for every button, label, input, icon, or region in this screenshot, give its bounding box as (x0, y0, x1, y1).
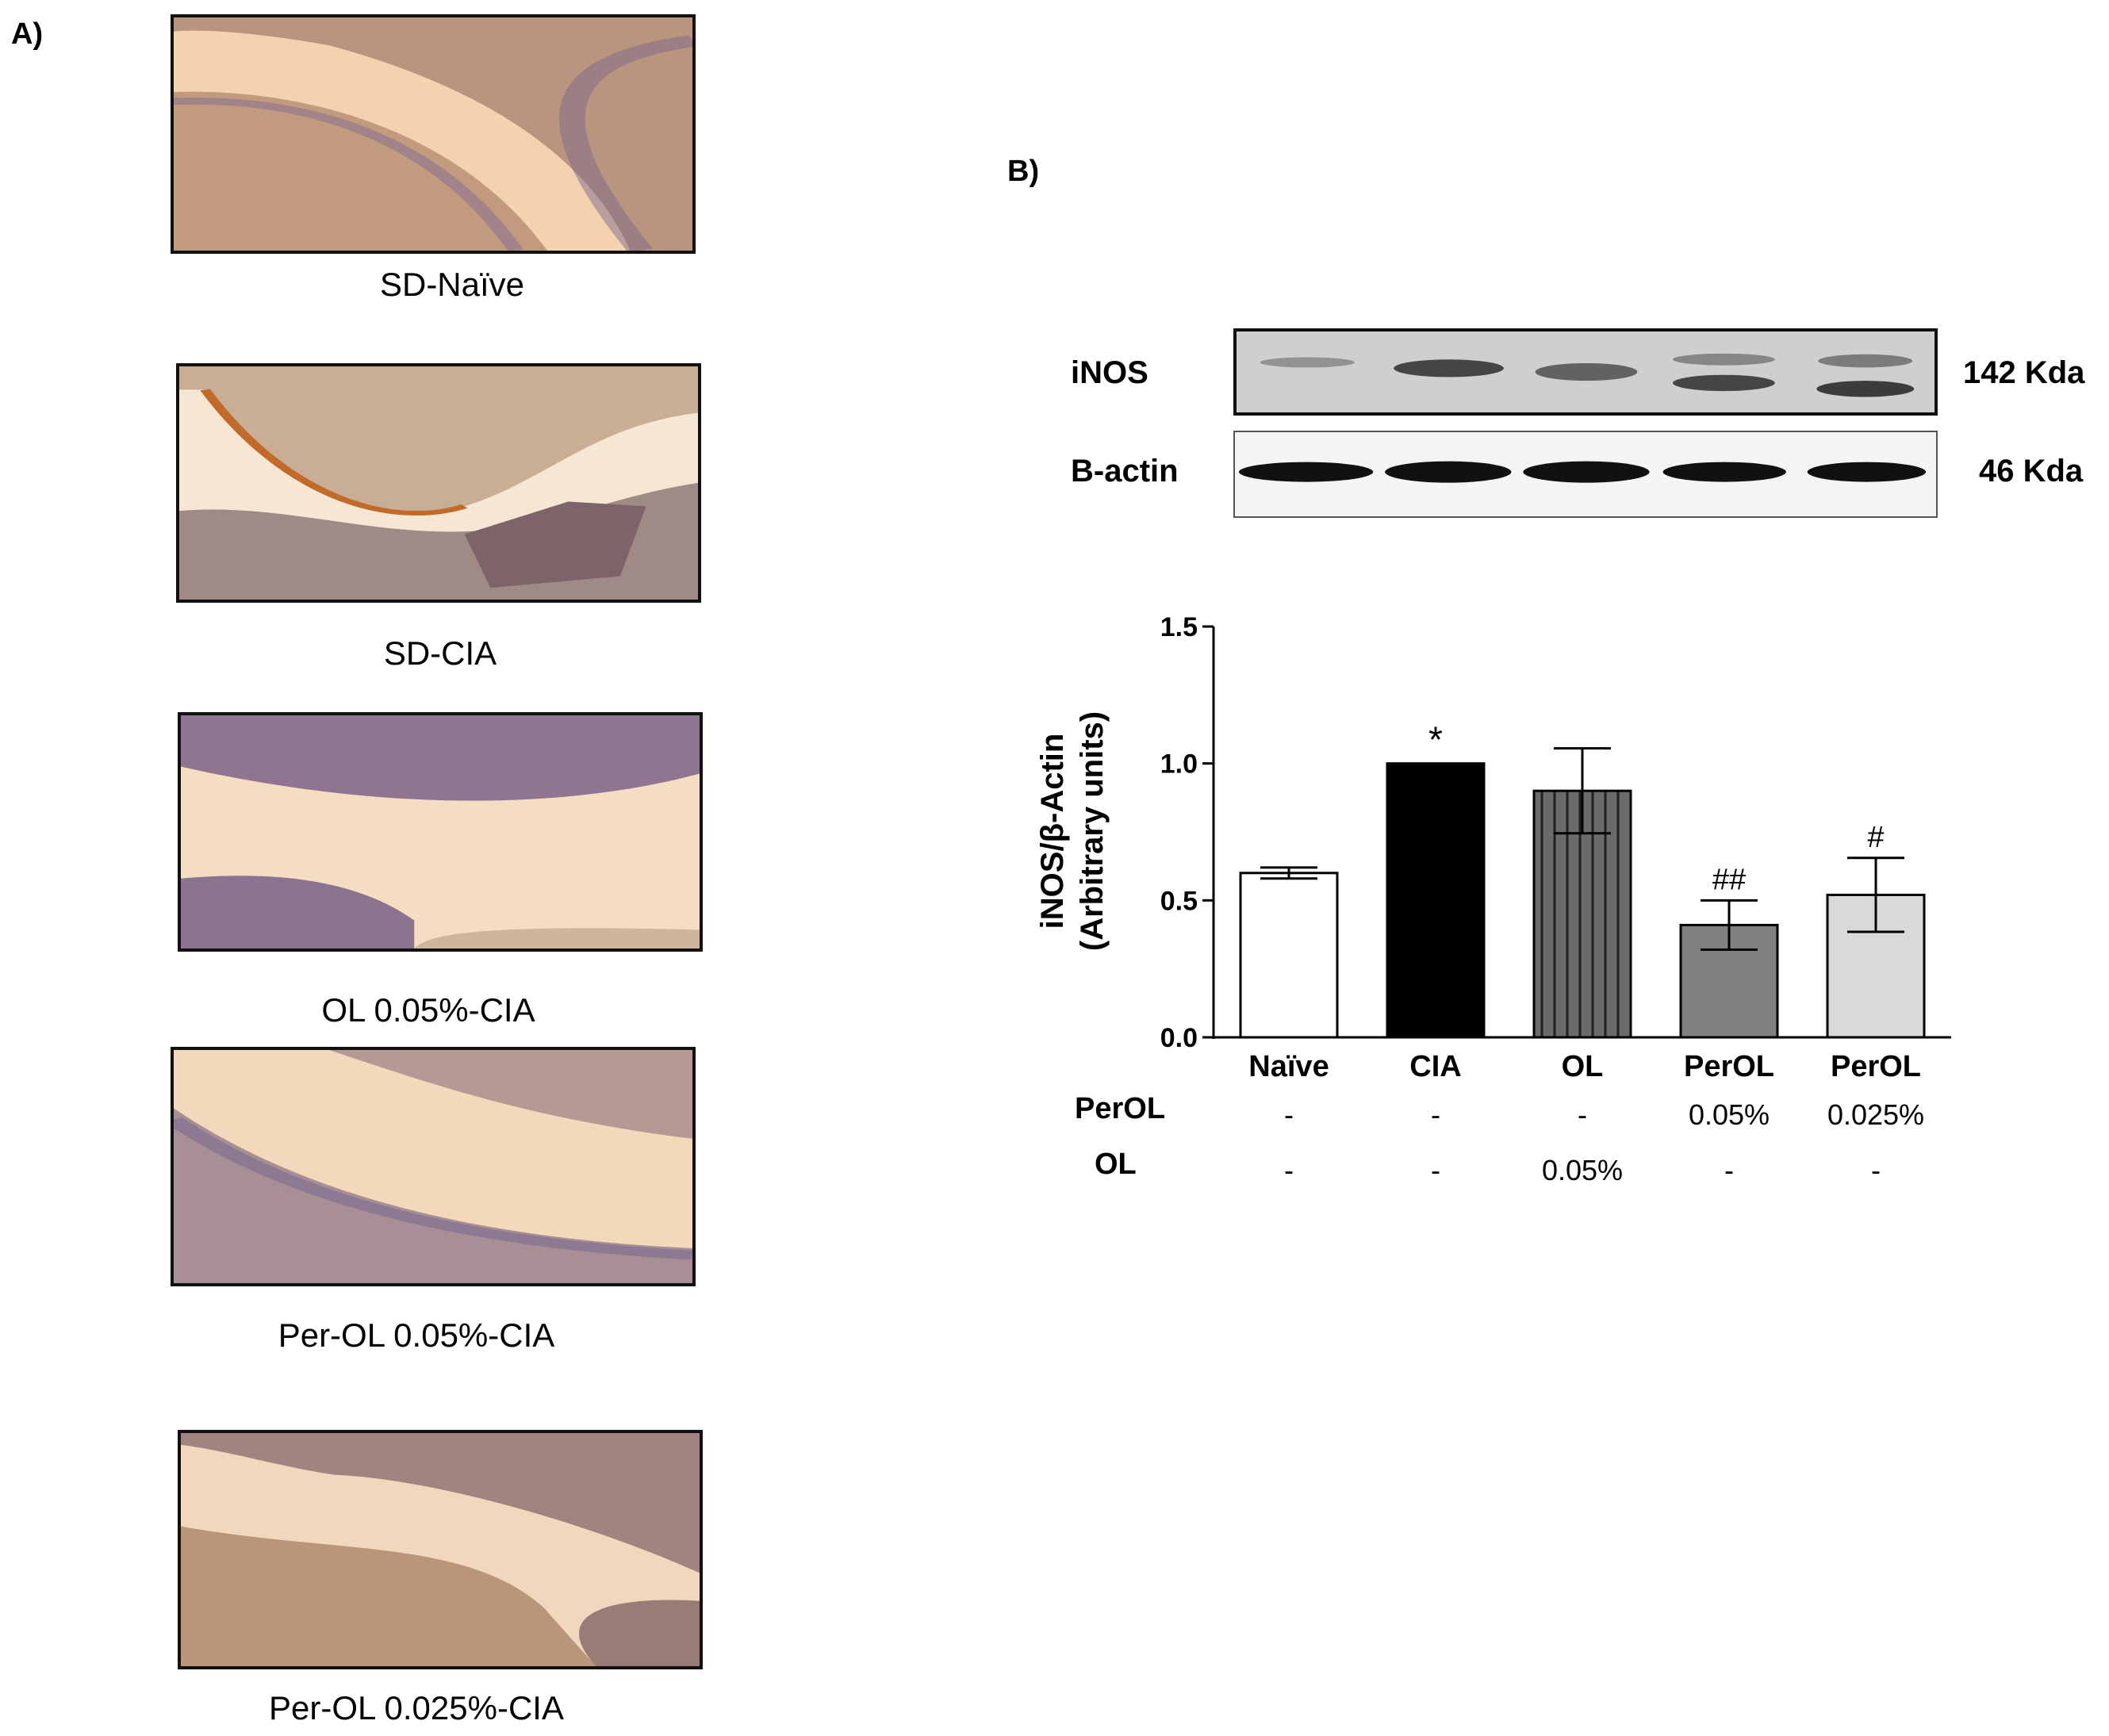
category-label-1: CIA (1409, 1050, 1461, 1083)
micrograph-sd-naive-image (174, 17, 692, 251)
treatment-value-0-4: 0.025% (1827, 1098, 1924, 1131)
bar-1 (1386, 762, 1486, 1039)
micrograph-ol-cia-image (181, 715, 700, 948)
caption-perol-0025-cia: Per-OL 0.025%-CIA (269, 1689, 564, 1726)
caption-perol-005-cia: Per-OL 0.05%-CIA (278, 1316, 555, 1354)
treatment-value-1-3: - (1724, 1154, 1734, 1186)
bar-0 (1239, 872, 1339, 1039)
significance-label-1: * (1428, 719, 1443, 761)
micrograph-perol-0025-cia-image (181, 1433, 700, 1666)
significance-label-4: # (1867, 821, 1884, 854)
micrograph-sd-cia (176, 363, 701, 603)
blot-label-b-actin: B-actin (1071, 454, 1179, 489)
treatment-value-0-1: - (1431, 1098, 1440, 1131)
treatment-value-0-3: 0.05% (1689, 1098, 1770, 1131)
micrograph-perol-005-cia (171, 1047, 696, 1286)
y-axis-label-line1: iNOS/β-Actin (1035, 734, 1070, 929)
blot-band-b-actin-image (1235, 432, 1936, 516)
category-label-4: PerOL (1831, 1050, 1921, 1083)
treatment-row-label-0: PerOL (1075, 1092, 1165, 1125)
treatment-value-0-0: - (1284, 1098, 1294, 1131)
blot-band-inos (1233, 328, 1938, 416)
y-tick-label-3: 1.5 (1160, 612, 1198, 642)
category-label-2: OL (1562, 1050, 1604, 1083)
panel-a-label: A) (11, 17, 44, 51)
treatment-value-0-2: - (1578, 1098, 1587, 1131)
micrograph-ol-cia (178, 712, 703, 952)
treatment-value-1-0: - (1284, 1154, 1294, 1186)
caption-sd-naive: SD-Naïve (379, 266, 525, 303)
micrograph-perol-005-cia-image (174, 1050, 692, 1283)
micrograph-perol-0025-cia (178, 1430, 703, 1669)
category-label-0: Naïve (1248, 1050, 1329, 1083)
treatment-value-1-2: 0.05% (1542, 1154, 1623, 1186)
micrograph-sd-naive (171, 14, 696, 254)
y-tick-label-0: 0.0 (1160, 1023, 1198, 1053)
blot-weight-inos: 142 Kda (1963, 355, 2085, 390)
y-tick-label-1: 0.5 (1160, 886, 1198, 916)
treatment-value-1-4: - (1871, 1154, 1881, 1186)
blot-weight-b-actin: 46 Kda (1979, 454, 2084, 489)
y-axis-label-line2: (Arbitrary units) (1075, 711, 1110, 951)
y-tick-label-2: 1.0 (1160, 749, 1198, 780)
caption-sd-cia: SD-CIA (383, 634, 497, 672)
treatment-value-1-1: - (1431, 1154, 1440, 1186)
category-label-3: PerOL (1684, 1050, 1774, 1083)
blot-band-inos-image (1237, 331, 1935, 412)
caption-ol-cia: OL 0.05%-CIA (321, 991, 535, 1029)
panel-b-label: B) (1007, 155, 1040, 188)
blot-label-inos: iNOS (1071, 355, 1148, 390)
significance-label-3: ## (1712, 863, 1746, 896)
micrograph-sd-cia-image (179, 366, 698, 600)
treatment-row-label-1: OL (1095, 1148, 1137, 1181)
blot-band-b-actin (1233, 431, 1938, 518)
